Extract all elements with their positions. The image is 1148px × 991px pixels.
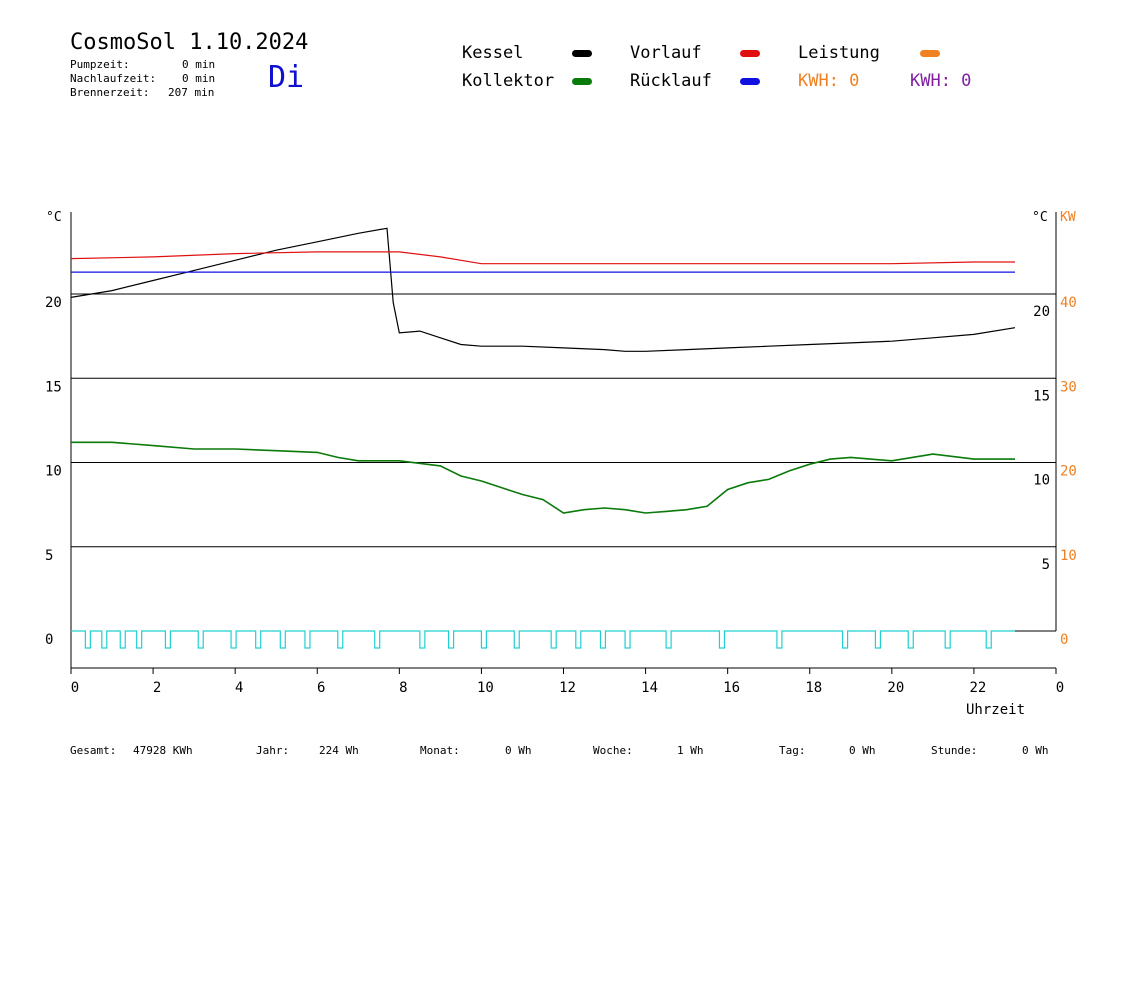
stat-pumpzeit-value: 0 min (182, 58, 216, 71)
stat-pumpzeit-label: Pumpzeit: (70, 58, 130, 71)
footer-stunde-label: Stunde: (931, 744, 978, 757)
stat-brennerzeit-label: Brennerzeit: (70, 86, 150, 99)
y-tick-label-right: 15 (1033, 388, 1050, 404)
left-unit-label: °C (46, 210, 62, 225)
series-kessel (70, 227, 1016, 352)
y-tick-label-right: 5 (1042, 557, 1050, 573)
x-tick-label: 2 (153, 680, 161, 696)
y-tick-label-right: 20 (1033, 304, 1050, 320)
x-tick-label: 18 (805, 680, 822, 696)
series-vorlauf (70, 251, 1015, 265)
x-tick-label: 12 (559, 680, 576, 696)
legend-ruecklauf-swatch (740, 78, 760, 85)
x-tick-label: 16 (723, 680, 740, 696)
stat-nachlaufzeit-label: Nachlaufzeit: (70, 72, 157, 85)
x-tick-label: 0 (71, 680, 79, 696)
legend-leistung: Leistung (798, 43, 880, 63)
legend-kessel-swatch (572, 50, 592, 57)
footer-monat-label: Monat: (420, 744, 460, 757)
y-tick-label-power: 10 (1060, 548, 1077, 564)
legend-kollektor: Kollektor (462, 71, 555, 91)
footer-tag-value: 0 Wh (849, 744, 876, 757)
legend-kollektor-swatch (572, 78, 592, 85)
y-tick-label-left: 5 (45, 548, 53, 564)
chart-title: CosmoSol 1.10.2024 (70, 30, 309, 55)
y-tick-label-left: 15 (45, 379, 62, 395)
footer-totals: Gesamt: 47928 KWh Jahr: 224 Wh Monat: 0 … (0, 744, 1148, 760)
legend-kwh-purple: KWH: 0 (910, 71, 972, 91)
y-tick-label-power: 0 (1060, 632, 1068, 648)
x-tick-label: 4 (235, 680, 243, 696)
stat-nachlaufzeit-value: 0 min (182, 72, 216, 85)
y-tick-label-left: 10 (45, 464, 62, 480)
y-tick-label-power: 40 (1060, 295, 1077, 311)
y-tick-label-left: 0 (45, 632, 53, 648)
footer-monat-value: 0 Wh (505, 744, 532, 757)
footer-gesamt-value: 47928 KWh (133, 744, 193, 757)
x-tick-label: 14 (641, 680, 658, 696)
legend-kwh-orange: KWH: 0 (798, 71, 860, 91)
footer-gesamt-label: Gesamt: (70, 744, 117, 757)
temperature-chart: 20 15 10 5 0 20 15 10 5 40 30 20 10 0 0 2 4 6 8 10 12 14 16 18 2… (45, 212, 1077, 696)
series-kollektor (71, 441, 1015, 514)
y-tick-label-power: 20 (1060, 464, 1077, 480)
legend-kessel: Kessel (462, 43, 524, 63)
x-tick-label: 0 (1056, 680, 1064, 696)
stat-brennerzeit-value: 207 min (168, 86, 215, 99)
footer-jahr-label: Jahr: (256, 744, 290, 757)
footer-stunde-value: 0 Wh (1022, 744, 1049, 757)
x-tick-label: 20 (887, 680, 904, 696)
legend-leistung-swatch (920, 50, 940, 57)
y-tick-label-power: 30 (1060, 379, 1077, 395)
x-tick-label: 22 (969, 680, 986, 696)
right-power-unit-label: KW (1060, 210, 1076, 225)
x-axis-label: Uhrzeit (966, 702, 1026, 718)
footer-tag-label: Tag: (779, 744, 806, 757)
x-tick-label: 10 (477, 680, 494, 696)
right-unit-label: °C (1032, 210, 1048, 225)
footer-jahr-value: 224 Wh (319, 744, 359, 757)
legend-vorlauf: Vorlauf (630, 43, 702, 63)
series-pump (71, 630, 1015, 649)
footer-woche-label: Woche: (593, 744, 633, 757)
x-tick-label: 8 (399, 680, 407, 696)
y-tick-label-left: 20 (45, 295, 62, 311)
legend-ruecklauf: Rücklauf (630, 71, 712, 91)
y-tick-label-right: 10 (1033, 473, 1050, 489)
footer-woche-value: 1 Wh (677, 744, 704, 757)
x-tick-label: 6 (317, 680, 325, 696)
weekday-label: Di (268, 60, 305, 95)
legend-vorlauf-swatch (740, 50, 760, 57)
